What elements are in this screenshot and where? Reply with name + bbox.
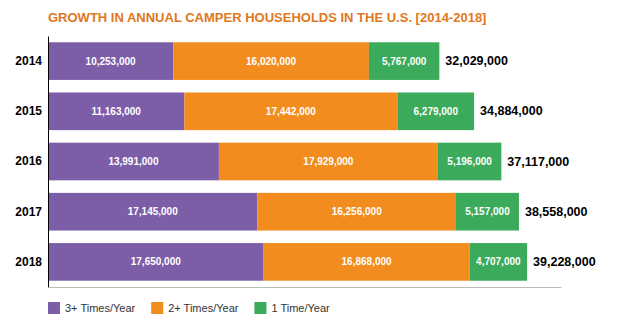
data-label: 11,163,000 [91,106,141,117]
data-labels: 10,253,000 11,163,000 13,991,000 17,145,000… [86,54,596,269]
y-tick-label: 2014 [15,54,42,68]
legend-swatch [254,302,266,314]
legend-item: 1 Time/Year [254,302,330,314]
bar [48,243,264,281]
total-label: 37,117,000 [507,155,569,169]
data-label: 17,929,000 [303,156,353,167]
bar [48,143,219,181]
y-tick-label: 2017 [15,205,42,219]
bar [173,42,369,80]
bar [470,243,527,281]
y-axis: 2014 2015 2016 2017 2018 [15,37,48,288]
legend-item: 3+ Times/Year [48,302,136,314]
total-label: 32,029,000 [445,54,508,68]
x-axis [49,287,562,288]
y-tick: 2014 [15,54,42,68]
bar [184,92,397,130]
plot-area: 10,253,000 11,163,000 13,991,000 17,145,000… [15,37,595,288]
y-tick-label: 2016 [15,154,42,168]
chart-title: GROWTH IN ANNUAL CAMPER HOUSEHOLDS IN TH… [48,10,486,25]
total-label: 34,884,000 [480,104,543,118]
data-label: 5,767,000 [382,56,427,67]
bar [397,92,474,130]
bar [257,193,456,231]
total-label: 38,558,000 [525,205,588,219]
data-label: 5,157,000 [465,206,510,217]
bar [48,92,184,130]
bar [438,143,501,181]
bar [456,193,519,231]
y-tick-label: 2015 [15,104,42,118]
chart-svg: 10,253,000 11,163,000 13,991,000 17,145,000… [0,0,636,329]
data-label: 13,991,000 [108,156,158,167]
bar [369,42,439,80]
bar [48,193,257,231]
bar [48,42,173,80]
bars [48,42,527,280]
legend-swatch [48,302,60,314]
data-label: 5,196,000 [447,156,492,167]
data-label: 16,256,000 [332,206,382,217]
legend-swatch [151,302,163,314]
data-label: 17,145,000 [128,206,178,217]
y-tick: 2016 [15,154,42,168]
y-tick-label: 2018 [15,255,42,269]
bar [219,143,438,181]
bar [264,243,470,281]
data-label: 16,868,000 [342,256,392,267]
legend-label: 3+ Times/Year [65,302,136,314]
x-axis-line [49,287,562,288]
legend-item: 2+ Times/Year [151,302,239,314]
data-label: 10,253,000 [86,56,136,67]
data-label: 4,707,000 [476,256,521,267]
legend-label: 1 Time/Year [271,302,330,314]
total-label: 39,228,000 [533,255,596,269]
y-tick: 2018 [15,255,42,269]
data-label: 17,442,000 [266,106,316,117]
y-tick: 2017 [15,205,42,219]
legend-label: 2+ Times/Year [168,302,239,314]
data-label: 16,020,000 [246,56,296,67]
y-tick: 2015 [15,104,42,118]
data-label: 17,650,000 [131,256,181,267]
data-label: 6,279,000 [413,106,458,117]
legend: 3+ Times/Year 2+ Times/Year 1 Time/Year [48,302,330,314]
y-axis-line [48,37,49,288]
